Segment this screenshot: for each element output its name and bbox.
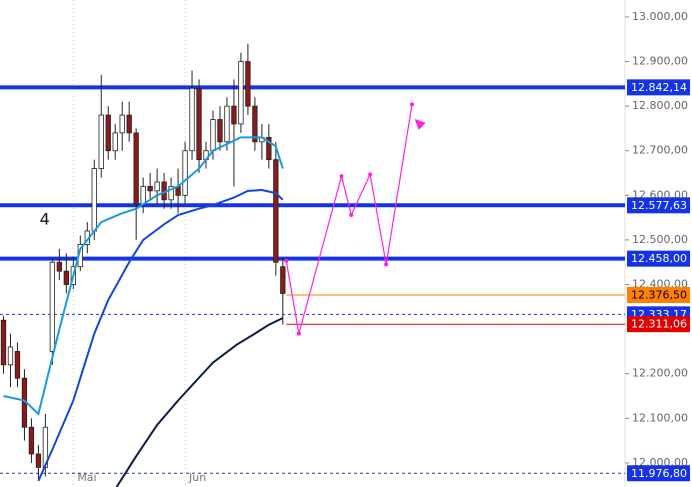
candle-body <box>280 266 286 294</box>
candle-body <box>7 346 14 366</box>
candle-body <box>112 132 118 152</box>
candle-body <box>0 319 7 366</box>
y-tick-label: 12.500,00 <box>632 233 688 246</box>
candle-body <box>245 61 251 107</box>
projection-point <box>284 258 289 263</box>
price-label-box <box>627 79 690 96</box>
price-label-box <box>627 287 690 304</box>
candle-body <box>210 119 216 152</box>
candle-body <box>196 87 202 161</box>
y-tick-label: 12.800,00 <box>632 99 688 112</box>
price-label: 11.976,80 <box>631 467 687 480</box>
projection-point <box>339 174 344 179</box>
moving-average <box>115 317 284 487</box>
price-label: 12.311,06 <box>631 318 687 331</box>
candle-body <box>35 453 42 468</box>
candle-body <box>168 186 174 201</box>
candle-body <box>49 261 56 352</box>
y-tick-label: 12.700,00 <box>632 144 688 157</box>
projection-point <box>384 262 389 267</box>
price-label: 12.458,00 <box>631 252 687 265</box>
candle-body <box>252 105 258 143</box>
candle-body <box>231 105 237 125</box>
candle-body <box>154 181 160 192</box>
candle-body <box>189 87 195 152</box>
candle-body <box>56 261 63 272</box>
candle-body <box>140 186 146 205</box>
candle-body <box>147 186 153 192</box>
candle-body <box>217 119 223 143</box>
candle-body <box>238 61 244 125</box>
moving-average <box>3 136 284 416</box>
candle-body <box>98 114 104 169</box>
price-label-box <box>627 197 690 214</box>
candle-body <box>126 114 132 134</box>
x-tick-label: Mai <box>77 471 96 484</box>
annotation: 4 <box>40 209 50 228</box>
x-tick-label: Jun <box>188 471 206 484</box>
price-label: 12.376,50 <box>631 289 687 302</box>
y-tick-label: 12.200,00 <box>632 367 688 380</box>
candle-body <box>63 270 69 285</box>
price-label-box <box>627 465 690 482</box>
price-label-box <box>627 316 690 333</box>
moving-average <box>37 188 284 482</box>
candle-body <box>224 105 230 143</box>
price-label: 12.577,63 <box>631 199 687 212</box>
projection-arrow <box>414 118 426 130</box>
y-tick-label: 13.000,00 <box>632 10 688 23</box>
candle-body <box>182 150 188 196</box>
projection-point <box>368 172 373 177</box>
candle-body <box>28 426 35 455</box>
projection-point <box>349 212 354 217</box>
price-label-box <box>627 250 690 267</box>
candle-body <box>119 114 125 134</box>
y-tick-label: 12.100,00 <box>632 411 688 424</box>
candle-body <box>91 168 97 232</box>
candle-body <box>14 351 21 379</box>
candle-body <box>133 132 139 205</box>
projection-point <box>296 331 301 336</box>
projection-point <box>410 102 415 107</box>
price-label: 12.842,14 <box>631 81 687 94</box>
candle-body <box>105 114 111 152</box>
y-tick-label: 12.900,00 <box>632 55 688 68</box>
candle-body <box>273 159 279 263</box>
candle-body <box>266 136 272 161</box>
